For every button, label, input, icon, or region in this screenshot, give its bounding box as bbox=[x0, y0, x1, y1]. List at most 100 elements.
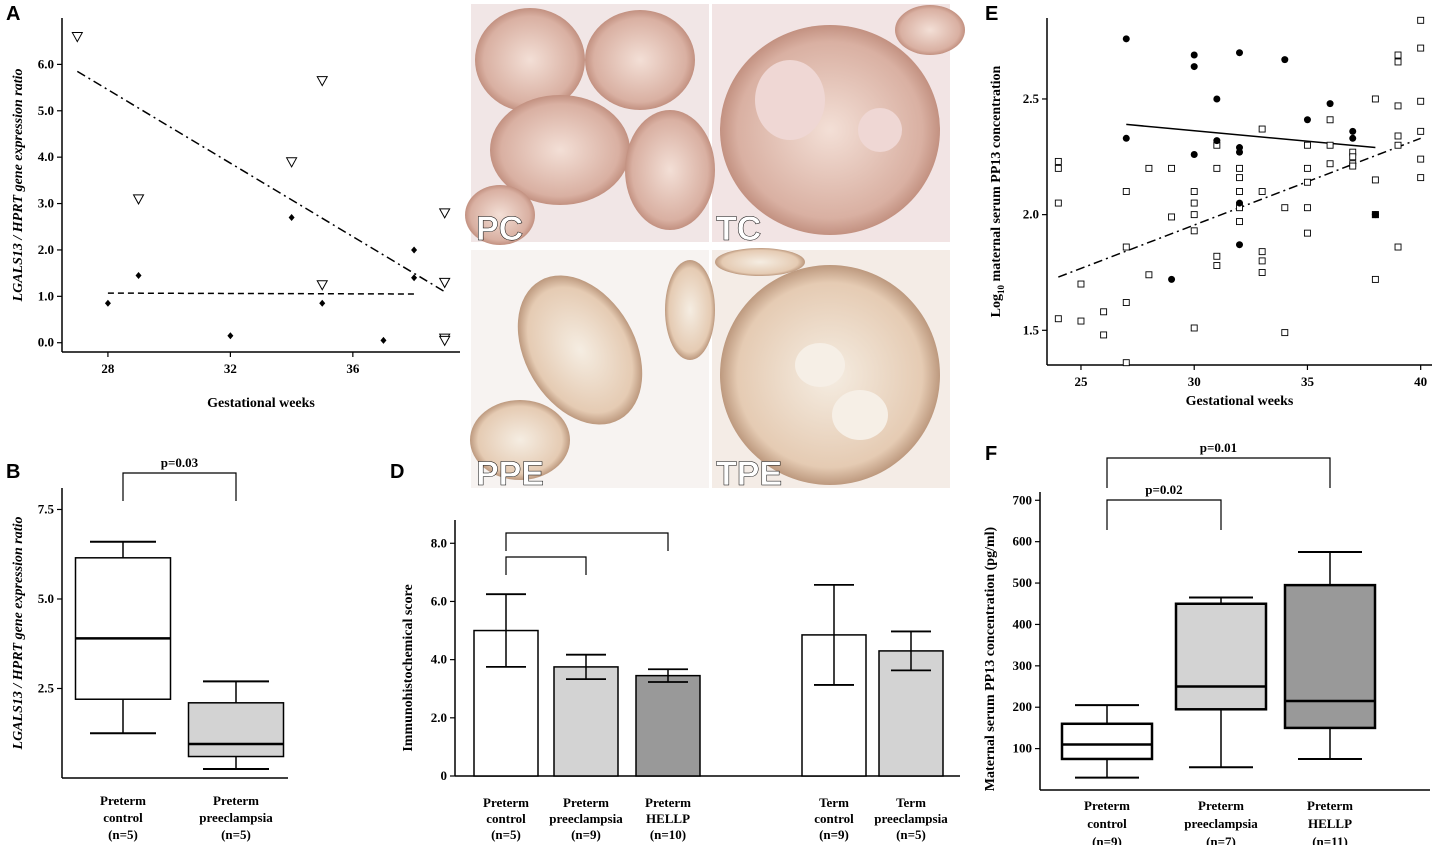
micrograph-label-tpe: TPE bbox=[716, 455, 782, 493]
e-point-open-square bbox=[1145, 271, 1153, 279]
e-point-open-square bbox=[1326, 141, 1334, 149]
e-point-open-square bbox=[1054, 199, 1062, 207]
d-category-label: Preterm bbox=[483, 795, 529, 810]
f-y-tick-label: 700 bbox=[1013, 492, 1033, 507]
e-point-filled-circle bbox=[1349, 134, 1357, 142]
d-bar bbox=[553, 666, 619, 777]
e-point-open-square bbox=[1122, 243, 1130, 251]
b-y-axis-title: LGALS13 / HPRT gene expression ratio bbox=[11, 517, 26, 751]
a-y-tick-label: 6.0 bbox=[38, 56, 54, 71]
a-point-filled-diamond bbox=[319, 299, 326, 307]
e-point-open-square bbox=[1258, 257, 1266, 265]
d-bar bbox=[635, 674, 701, 777]
e-point-open-square bbox=[1394, 132, 1402, 140]
e-x-axis-title: Gestational weeks bbox=[1186, 394, 1294, 409]
d-category-label: Term bbox=[819, 795, 849, 810]
e-point-filled-circle bbox=[1236, 49, 1243, 57]
e-point-open-square bbox=[1077, 317, 1085, 325]
b-category-label: Preterm bbox=[100, 793, 146, 808]
e-x-tick-label: 25 bbox=[1074, 374, 1088, 389]
f-category-label: Preterm bbox=[1084, 798, 1130, 813]
e-point-open-square bbox=[1190, 324, 1198, 332]
b-category-label: (n=5) bbox=[108, 827, 138, 842]
b-category-label: Preterm bbox=[213, 793, 259, 808]
e-point-open-square bbox=[1258, 269, 1266, 276]
f-y-axis-title: Maternal serum PP13 concentration (pg/ml… bbox=[983, 526, 998, 791]
e-y-axis-title-sub: 10 bbox=[996, 284, 1006, 294]
e-point-filled-circle bbox=[1371, 211, 1379, 219]
f-y-tick-label: 300 bbox=[1013, 658, 1033, 673]
e-point-open-square bbox=[1303, 229, 1311, 237]
panel-letter-b: B bbox=[6, 461, 20, 483]
e-point-open-square bbox=[1236, 188, 1243, 195]
a-point-open-triangle bbox=[438, 208, 451, 219]
e-point-filled-circle bbox=[1122, 134, 1130, 142]
b-comparison-bracket bbox=[122, 472, 237, 501]
e-point-filled-circle bbox=[1326, 100, 1334, 108]
b-box bbox=[74, 557, 172, 700]
e-point-open-square bbox=[1236, 218, 1243, 226]
e-y-tick-label: 2.0 bbox=[1023, 207, 1039, 222]
e-point-open-square bbox=[1122, 359, 1130, 367]
f-category-label: control bbox=[1087, 816, 1127, 831]
e-point-filled-circle bbox=[1303, 116, 1311, 124]
a-x-tick-label: 32 bbox=[224, 361, 237, 376]
a-point-filled-diamond bbox=[411, 274, 418, 282]
e-point-open-square bbox=[1122, 299, 1130, 306]
a-point-filled-diamond bbox=[227, 332, 234, 340]
e-point-open-square bbox=[1145, 164, 1153, 172]
f-category-label: (n=11) bbox=[1312, 834, 1348, 845]
e-y-tick-label: 2.5 bbox=[1023, 91, 1040, 106]
e-point-open-square bbox=[1349, 162, 1357, 170]
f-y-tick-label: 400 bbox=[1013, 616, 1033, 631]
f-category-label: (n=9) bbox=[1092, 834, 1122, 845]
d-category-label: (n=9) bbox=[819, 827, 849, 842]
f-p-value: p=0.01 bbox=[1200, 440, 1237, 455]
e-point-open-square bbox=[1394, 58, 1402, 66]
e-point-open-square bbox=[1213, 164, 1221, 172]
a-point-open-triangle bbox=[438, 277, 451, 289]
chart-a: 0.0 1.0 2.0 3.0 4.0 5.0 6.0 28 32 36 Gestational w… bbox=[11, 18, 460, 411]
e-point-open-square bbox=[1303, 204, 1311, 212]
f-comparison-bracket bbox=[1106, 499, 1222, 530]
a-y-tick-label: 1.0 bbox=[38, 288, 54, 303]
d-category-label: Preterm bbox=[563, 795, 609, 810]
a-point-open-triangle bbox=[316, 280, 329, 291]
e-point-open-square bbox=[1054, 157, 1062, 165]
d-category-label: control bbox=[486, 811, 526, 826]
f-comparison-bracket bbox=[1106, 457, 1331, 488]
e-point-open-square bbox=[1394, 141, 1402, 149]
f-category-label: Preterm bbox=[1307, 798, 1353, 813]
d-y-tick-label: 8.0 bbox=[431, 535, 447, 550]
e-point-filled-circle bbox=[1122, 35, 1130, 43]
e-point-open-square bbox=[1190, 211, 1198, 219]
b-y-tick-label: 2.5 bbox=[38, 680, 55, 695]
e-point-filled-circle bbox=[1213, 137, 1221, 145]
f-y-tick-label: 100 bbox=[1013, 741, 1033, 756]
micrograph-label-tc: TC bbox=[716, 210, 761, 248]
e-point-open-square bbox=[1168, 164, 1176, 172]
a-y-tick-label: 0.0 bbox=[38, 335, 54, 350]
e-point-open-square bbox=[1236, 174, 1243, 182]
f-category-label: preeclampsia bbox=[1184, 816, 1258, 831]
e-x-tick-label: 30 bbox=[1188, 374, 1201, 389]
e-y-axis-title-rest: maternal serum PP13 concentration bbox=[989, 65, 1004, 284]
d-comparison-bracket bbox=[505, 556, 587, 575]
e-point-open-square bbox=[1281, 329, 1289, 337]
e-point-open-square bbox=[1303, 178, 1311, 186]
f-y-tick-label: 200 bbox=[1013, 699, 1033, 714]
b-box bbox=[187, 702, 285, 758]
e-point-open-square bbox=[1258, 188, 1266, 195]
b-category-label: control bbox=[103, 810, 143, 825]
f-y-tick-label: 600 bbox=[1013, 534, 1033, 549]
e-point-open-square bbox=[1122, 188, 1130, 195]
a-x-tick-label: 36 bbox=[346, 361, 360, 376]
a-point-filled-diamond bbox=[380, 336, 387, 344]
d-y-tick-label: 6.0 bbox=[431, 593, 447, 608]
e-point-open-square bbox=[1213, 252, 1221, 260]
d-comparison-bracket bbox=[505, 532, 669, 551]
e-point-open-square bbox=[1077, 280, 1085, 288]
b-y-tick-label: 5.0 bbox=[38, 591, 54, 606]
b-p-value: p=0.03 bbox=[161, 455, 199, 470]
